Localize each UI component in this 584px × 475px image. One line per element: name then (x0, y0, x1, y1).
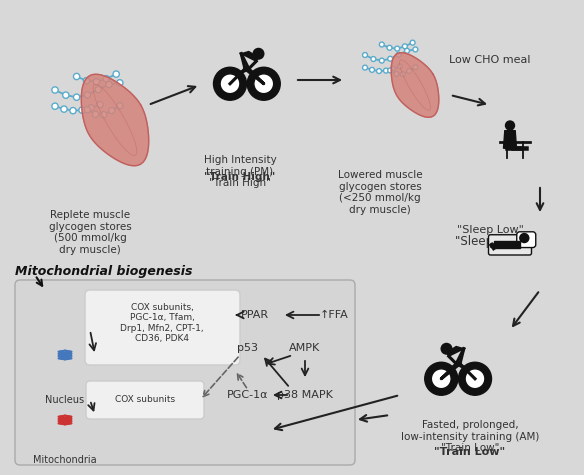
Circle shape (425, 362, 458, 395)
Circle shape (371, 57, 376, 61)
Circle shape (84, 92, 91, 98)
Circle shape (402, 44, 408, 49)
Circle shape (388, 68, 392, 73)
Circle shape (380, 58, 384, 63)
FancyBboxPatch shape (488, 235, 531, 255)
Circle shape (519, 233, 530, 243)
Circle shape (505, 120, 515, 131)
Text: p53: p53 (238, 343, 259, 353)
Circle shape (458, 362, 492, 395)
Text: AMPK: AMPK (290, 343, 321, 353)
Circle shape (247, 67, 280, 100)
Circle shape (52, 103, 58, 109)
Circle shape (113, 71, 119, 77)
Circle shape (396, 52, 401, 57)
Circle shape (117, 80, 123, 86)
Text: "Sleep Low": "Sleep Low" (457, 225, 523, 235)
Text: Mitochondria: Mitochondria (33, 455, 97, 465)
Circle shape (405, 48, 409, 53)
Text: PPAR: PPAR (241, 310, 269, 320)
Circle shape (387, 45, 392, 50)
Circle shape (97, 102, 103, 108)
Circle shape (88, 104, 94, 111)
Circle shape (74, 94, 80, 100)
Circle shape (106, 81, 112, 88)
Text: "Train Low": "Train Low" (434, 447, 506, 457)
Circle shape (254, 74, 274, 94)
Circle shape (92, 111, 99, 117)
Circle shape (363, 65, 367, 70)
Circle shape (413, 47, 418, 52)
Circle shape (220, 74, 240, 94)
Polygon shape (493, 241, 520, 248)
Circle shape (100, 112, 107, 118)
Circle shape (62, 92, 69, 98)
Circle shape (363, 53, 367, 57)
Text: Mitochondrial biogenesis: Mitochondrial biogenesis (15, 265, 193, 278)
Circle shape (52, 87, 58, 93)
FancyBboxPatch shape (517, 232, 536, 247)
Circle shape (440, 343, 453, 355)
Polygon shape (391, 53, 439, 117)
Circle shape (84, 107, 91, 113)
Circle shape (410, 40, 415, 45)
Text: ↑FFA: ↑FFA (320, 310, 349, 320)
Text: p38 MAPK: p38 MAPK (277, 390, 333, 400)
Circle shape (406, 68, 412, 74)
Circle shape (74, 73, 80, 80)
Text: COX subunits,
PGC-1α, Tfam,
Drp1, Mfn2, CPT-1,
CD36, PDK4: COX subunits, PGC-1α, Tfam, Drp1, Mfn2, … (120, 303, 204, 343)
Circle shape (252, 48, 265, 60)
Text: Replete muscle
glycogen stores
(500 mmol/kg
dry muscle): Replete muscle glycogen stores (500 mmol… (48, 210, 131, 255)
Circle shape (384, 68, 388, 73)
Circle shape (465, 369, 485, 389)
FancyBboxPatch shape (86, 381, 204, 419)
Text: Lowered muscle
glycogen stores
(<250 mmol/kg
dry muscle): Lowered muscle glycogen stores (<250 mmo… (338, 170, 422, 215)
Polygon shape (81, 74, 149, 166)
Circle shape (93, 78, 99, 85)
Circle shape (79, 107, 85, 113)
Polygon shape (503, 131, 516, 148)
Circle shape (117, 103, 123, 109)
Circle shape (84, 77, 90, 84)
Text: Low CHO meal: Low CHO meal (449, 55, 531, 65)
Text: High Intensity
training (PM)
"Train High": High Intensity training (PM) "Train High… (204, 155, 276, 188)
FancyBboxPatch shape (85, 290, 240, 365)
Circle shape (401, 72, 405, 76)
Text: Fasted, prolonged,
low-intensity training (AM)
"Train Low": Fasted, prolonged, low-intensity trainin… (401, 420, 539, 453)
Polygon shape (241, 51, 259, 61)
Circle shape (377, 68, 381, 74)
Circle shape (395, 46, 399, 51)
Circle shape (413, 65, 418, 70)
Text: Nucleus: Nucleus (46, 395, 85, 405)
Circle shape (388, 57, 392, 61)
Circle shape (95, 86, 102, 93)
Circle shape (61, 106, 67, 112)
Text: COX subunits: COX subunits (115, 396, 175, 405)
Circle shape (370, 67, 374, 72)
Text: "Sleep Low": "Sleep Low" (455, 235, 525, 248)
Polygon shape (447, 346, 464, 356)
Circle shape (391, 66, 395, 71)
Circle shape (398, 64, 402, 69)
Circle shape (109, 107, 115, 114)
Text: "Train High": "Train High" (204, 172, 276, 182)
Circle shape (394, 71, 399, 76)
Circle shape (380, 42, 384, 47)
FancyBboxPatch shape (15, 280, 355, 465)
Circle shape (214, 67, 246, 100)
Text: PGC-1α: PGC-1α (227, 390, 269, 400)
Circle shape (70, 107, 76, 114)
Circle shape (432, 369, 451, 389)
Circle shape (103, 76, 109, 82)
